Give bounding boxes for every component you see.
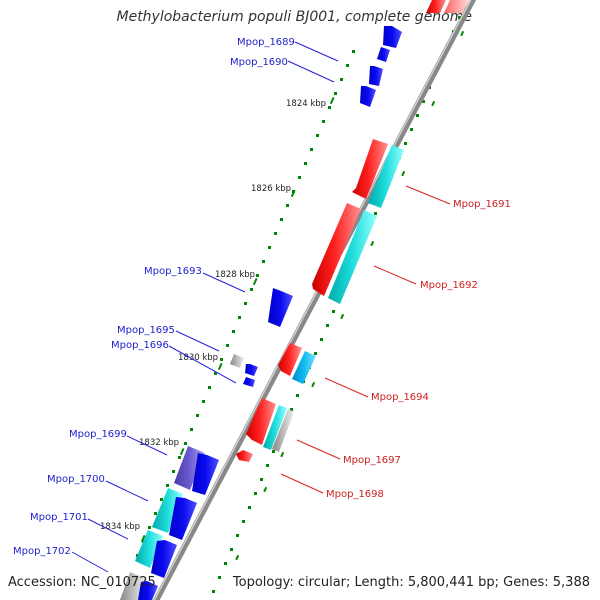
gene-label-mpop-1690[interactable]: Mpop_1690 (230, 57, 288, 68)
gene-mpop-1691[interactable] (352, 139, 388, 199)
topology-summary: Topology: circular; Length: 5,800,441 bp… (232, 575, 590, 590)
genome-backbone (152, 0, 477, 600)
kbp-label: 1834 kbp (100, 522, 140, 532)
kbp-label: 1826 kbp (251, 184, 291, 194)
minus-strand-features (120, 26, 402, 600)
gene-feature[interactable] (169, 497, 197, 540)
gene-mpop-1700[interactable] (152, 488, 183, 533)
inner-tick-track (136, 50, 355, 557)
gene-mpop-1690[interactable] (369, 66, 383, 86)
gene-label-mpop-1689[interactable]: Mpop_1689 (237, 37, 295, 48)
gene-feature[interactable] (426, 0, 446, 13)
accession-label: Accession: NC_010725 (8, 575, 156, 590)
gene-mpop-1694[interactable] (278, 343, 302, 376)
gene-feature[interactable] (243, 377, 255, 387)
rna-feature[interactable] (368, 145, 404, 208)
kbp-label: 1828 kbp (215, 270, 255, 280)
right-gene-labels: Mpop_1691 Mpop_1692 Mpop_1694 Mpop_1697 … (326, 199, 511, 500)
kbp-label: 1830 kbp (178, 353, 218, 363)
gene-feature[interactable] (360, 86, 376, 107)
gene-label-mpop-1699[interactable]: Mpop_1699 (69, 429, 127, 440)
gene-feature[interactable] (444, 0, 470, 13)
gene-mpop-1695[interactable] (230, 354, 244, 368)
gene-feature[interactable] (151, 540, 177, 578)
gene-mpop-1692[interactable] (312, 203, 361, 296)
kbp-scale-labels: 1824 kbp 1826 kbp 1828 kbp 1830 kbp 1832… (100, 99, 326, 532)
right-callout-lines (280, 185, 451, 494)
gene-mpop-1698[interactable] (236, 450, 253, 462)
rna-feature[interactable] (263, 405, 287, 450)
gene-mpop-1693[interactable] (268, 288, 293, 327)
left-gene-labels: Mpop_1689 Mpop_1690 Mpop_1693 Mpop_1695 … (13, 37, 295, 557)
outer-tick-track (212, 6, 466, 593)
genome-title: Methylobacterium populi BJ001, complete … (116, 9, 473, 25)
kbp-label: 1824 kbp (286, 99, 326, 109)
gene-label-mpop-1698[interactable]: Mpop_1698 (326, 489, 384, 500)
gene-label-mpop-1702[interactable]: Mpop_1702 (13, 546, 71, 557)
left-callout-lines (71, 41, 339, 573)
gene-feature[interactable] (138, 581, 158, 600)
gene-label-mpop-1697[interactable]: Mpop_1697 (343, 455, 401, 466)
gene-label-mpop-1694[interactable]: Mpop_1694 (371, 392, 429, 403)
gene-mpop-1697[interactable] (246, 398, 276, 445)
gene-mpop-1702[interactable] (120, 572, 145, 600)
rna-feature[interactable] (292, 351, 316, 384)
gene-label-mpop-1692[interactable]: Mpop_1692 (420, 280, 478, 291)
gene-feature[interactable] (377, 47, 390, 62)
gene-label-mpop-1700[interactable]: Mpop_1700 (47, 474, 105, 485)
gene-label-mpop-1693[interactable]: Mpop_1693 (144, 266, 202, 277)
rna-feature[interactable] (328, 210, 377, 304)
other-feature[interactable] (272, 409, 294, 452)
gene-label-mpop-1691[interactable]: Mpop_1691 (453, 199, 511, 210)
gene-label-mpop-1695[interactable]: Mpop_1695 (117, 325, 175, 336)
kbp-label: 1832 kbp (139, 438, 179, 448)
gene-label-mpop-1701[interactable]: Mpop_1701 (30, 512, 88, 523)
gene-label-mpop-1696[interactable]: Mpop_1696 (111, 340, 169, 351)
gene-mpop-1696[interactable] (245, 364, 258, 376)
gene-feature[interactable] (192, 453, 219, 495)
plus-strand-features (236, 0, 470, 462)
gene-mpop-1701[interactable] (135, 530, 163, 568)
gene-mpop-1699[interactable] (174, 446, 205, 490)
gene-mpop-1689[interactable] (383, 26, 402, 48)
